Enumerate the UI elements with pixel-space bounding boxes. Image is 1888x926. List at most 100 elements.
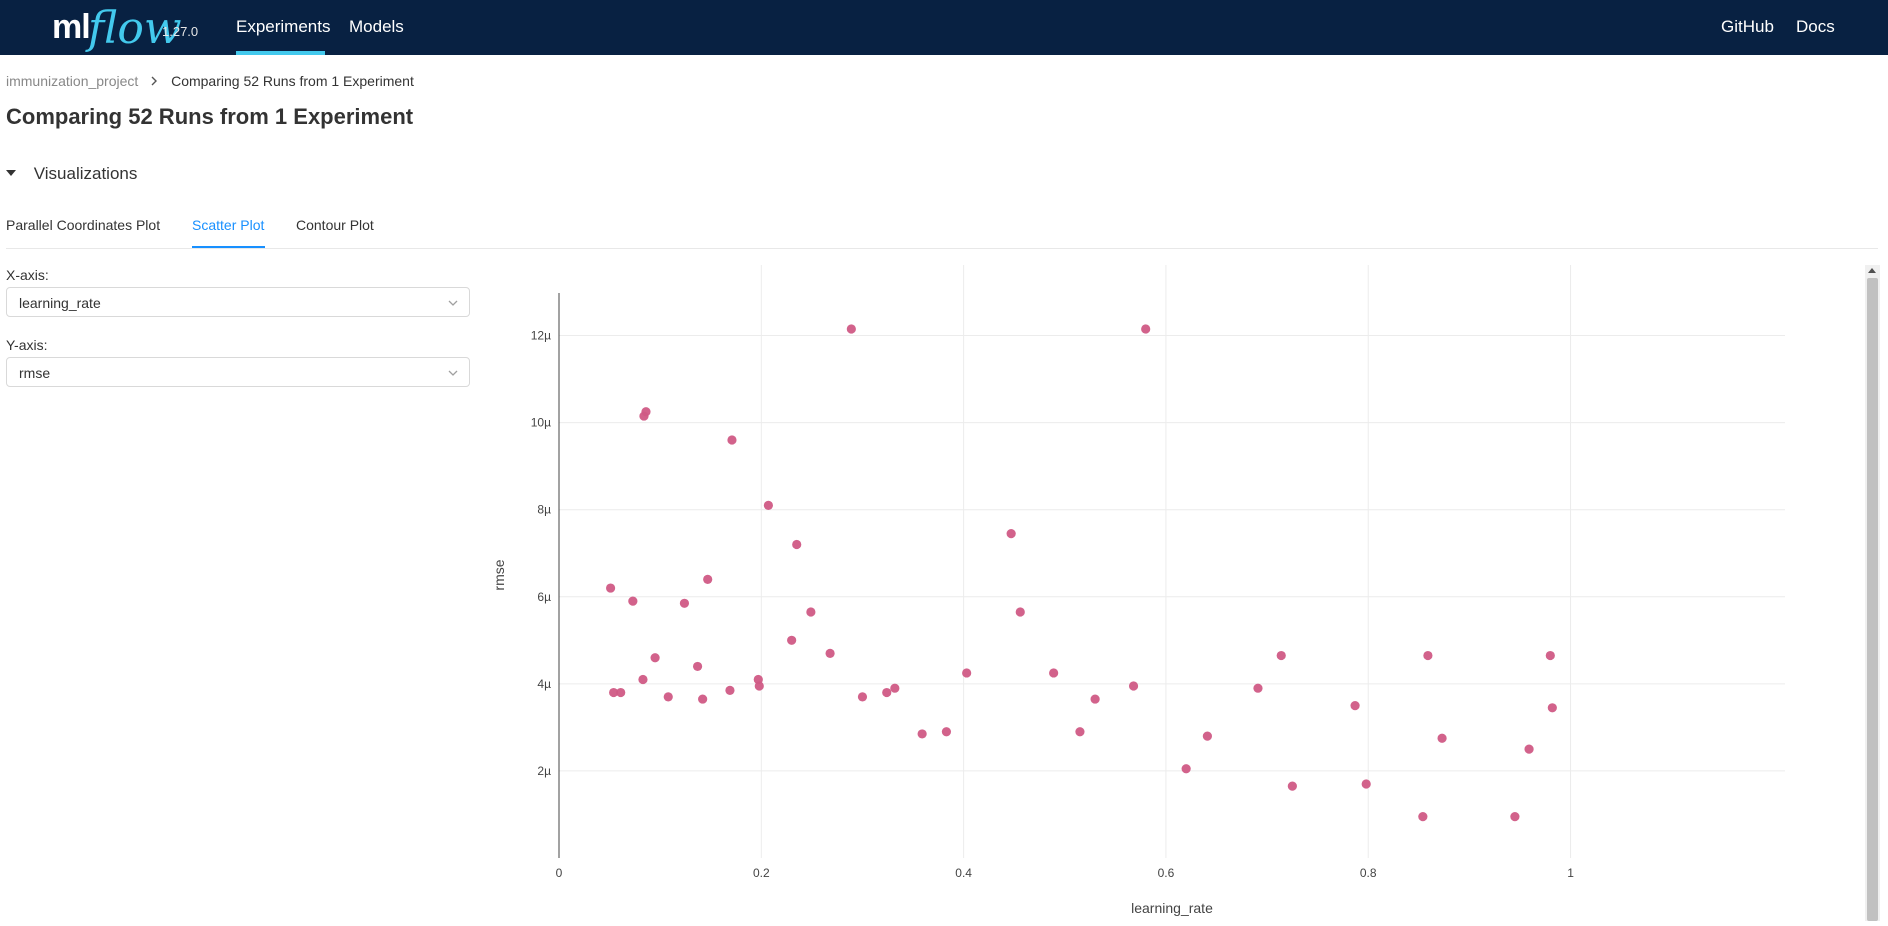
data-point[interactable] — [641, 407, 651, 417]
data-point[interactable] — [1128, 681, 1139, 691]
nav-models[interactable]: Models — [349, 17, 404, 36]
data-point[interactable] — [703, 574, 713, 584]
chevron-right-icon — [150, 74, 158, 89]
x-tick-label: 0.8 — [1360, 866, 1377, 880]
logo-flow-text: flow — [88, 3, 182, 54]
visualization-tabs: Parallel Coordinates Plot Scatter Plot C… — [6, 208, 1878, 249]
x-axis-label: X-axis: — [6, 267, 49, 283]
data-point[interactable] — [638, 674, 648, 685]
data-point[interactable] — [650, 653, 660, 663]
breadcrumb-experiment-link[interactable]: immunization_project — [6, 73, 139, 89]
x-tick-label: 0 — [556, 866, 563, 880]
scroll-up-arrow-icon[interactable] — [1868, 268, 1876, 273]
data-point[interactable] — [663, 692, 673, 702]
y-tick-label: 8µ — [537, 503, 551, 517]
data-point[interactable] — [692, 661, 703, 672]
breadcrumb: immunization_project Comparing 52 Runs f… — [6, 73, 414, 89]
caret-down-icon — [6, 170, 16, 176]
data-point[interactable] — [1547, 703, 1557, 713]
data-point[interactable] — [1437, 733, 1447, 743]
y-axis-value: rmse — [19, 365, 51, 381]
data-point[interactable] — [1006, 529, 1016, 539]
x-tick-label: 0.4 — [955, 866, 972, 880]
data-point[interactable] — [917, 729, 927, 739]
data-point[interactable] — [857, 692, 868, 702]
data-point[interactable] — [792, 539, 802, 550]
data-point[interactable] — [806, 607, 816, 617]
y-tick-label: 6µ — [537, 590, 551, 604]
data-point[interactable] — [698, 694, 708, 704]
data-point[interactable] — [1545, 650, 1555, 661]
data-point[interactable] — [1049, 668, 1059, 678]
data-point[interactable] — [1524, 744, 1534, 754]
version-label: 1.27.0 — [162, 24, 199, 39]
breadcrumb-current: Comparing 52 Runs from 1 Experiment — [171, 73, 414, 89]
data-point[interactable] — [1276, 650, 1286, 661]
data-point[interactable] — [1350, 701, 1360, 711]
data-point[interactable] — [679, 598, 690, 608]
data-point[interactable] — [727, 435, 737, 445]
data-point[interactable] — [941, 727, 952, 737]
data-point[interactable] — [754, 681, 764, 691]
data-point[interactable] — [1090, 694, 1100, 704]
y-tick-label: 12µ — [531, 329, 551, 343]
nav-active-indicator — [236, 51, 325, 55]
data-point[interactable] — [725, 685, 735, 695]
x-axis-title: learning_rate — [1131, 900, 1213, 916]
logo-ml-text: ml — [52, 8, 91, 46]
data-point[interactable] — [1075, 727, 1085, 737]
data-point[interactable] — [1418, 812, 1428, 822]
y-axis-title: rmse — [491, 559, 507, 590]
y-tick-label: 2µ — [537, 764, 551, 778]
data-point[interactable] — [1202, 731, 1212, 741]
data-point[interactable] — [1141, 324, 1151, 334]
data-point[interactable] — [962, 668, 972, 678]
plot-grid — [559, 265, 1785, 858]
y-tick-labels: 2µ 4µ 6µ 8µ 10µ 12µ — [531, 329, 551, 778]
data-point[interactable] — [1015, 607, 1025, 617]
data-point[interactable] — [825, 648, 835, 658]
github-link[interactable]: GitHub — [1721, 17, 1774, 36]
scatter-plot[interactable]: 2µ 4µ 6µ 8µ 10µ 12µ 0 0.2 0.4 0.6 0.8 1 learning_r… — [490, 265, 1865, 921]
data-point[interactable] — [1253, 683, 1263, 693]
active-tab-indicator — [192, 246, 265, 248]
x-tick-label: 0.2 — [753, 866, 770, 880]
docs-link[interactable]: Docs — [1796, 17, 1835, 36]
y-axis-label: Y-axis: — [6, 337, 48, 353]
x-tick-label: 0.6 — [1158, 866, 1175, 880]
data-point[interactable] — [616, 687, 626, 698]
y-tick-label: 10µ — [531, 416, 551, 430]
visualizations-label: Visualizations — [33, 164, 138, 183]
page-title: Comparing 52 Runs from 1 Experiment — [6, 104, 414, 129]
visualizations-toggle[interactable]: Visualizations — [6, 164, 137, 184]
chevron-down-icon — [447, 296, 459, 314]
data-points[interactable] — [605, 324, 1557, 822]
data-point[interactable] — [763, 500, 773, 510]
tab-contour-plot[interactable]: Contour Plot — [296, 217, 374, 233]
data-point[interactable] — [605, 583, 616, 593]
tab-scatter-plot[interactable]: Scatter Plot — [192, 217, 265, 233]
data-point[interactable] — [1181, 764, 1191, 774]
top-nav-bar: ml flow 1.27.0 Experiments Models GitHub… — [0, 0, 1888, 55]
data-point[interactable] — [890, 683, 900, 693]
nav-experiments[interactable]: Experiments — [236, 17, 331, 36]
data-point[interactable] — [846, 324, 856, 334]
data-point[interactable] — [628, 596, 638, 606]
data-point[interactable] — [1361, 779, 1371, 789]
y-tick-label: 4µ — [537, 677, 551, 691]
tab-parallel-coordinates[interactable]: Parallel Coordinates Plot — [6, 217, 161, 233]
x-axis-value: learning_rate — [19, 295, 101, 311]
data-point[interactable] — [1423, 650, 1433, 661]
data-point[interactable] — [1287, 781, 1297, 791]
x-tick-label: 1 — [1567, 866, 1574, 880]
x-tick-labels: 0 0.2 0.4 0.6 0.8 1 — [556, 866, 1575, 880]
data-point[interactable] — [609, 687, 619, 698]
x-axis-select[interactable]: learning_rate — [6, 287, 470, 317]
plot-scrollbar-thumb[interactable] — [1867, 278, 1878, 921]
scatter-plot-svg[interactable]: 2µ 4µ 6µ 8µ 10µ 12µ 0 0.2 0.4 0.6 0.8 1 learning_r… — [490, 265, 1865, 921]
data-point[interactable] — [1510, 812, 1520, 822]
data-point[interactable] — [882, 687, 892, 698]
y-axis-select[interactable]: rmse — [6, 357, 470, 387]
chevron-down-icon — [447, 366, 459, 384]
data-point[interactable] — [787, 635, 797, 645]
